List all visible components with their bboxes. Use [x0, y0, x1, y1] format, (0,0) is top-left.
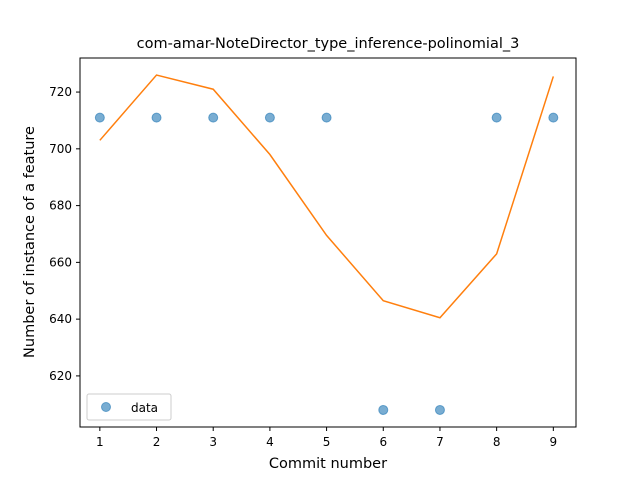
- x-axis: 1 2 3 4 5 6 7 8 9: [96, 427, 557, 449]
- x-tick-label: 4: [266, 435, 274, 449]
- data-point: [264, 112, 275, 123]
- legend-label-data: data: [131, 401, 158, 415]
- y-axis-label: Number of instance of a feature: [22, 126, 38, 358]
- axes-frame: [79, 57, 577, 428]
- data-point: [94, 112, 105, 123]
- y-tick-label: 720: [49, 85, 72, 99]
- x-tick-label: 7: [436, 435, 444, 449]
- y-tick-label: 640: [49, 312, 72, 326]
- x-tick-label: 8: [493, 435, 501, 449]
- x-axis-label: Commit number: [269, 456, 387, 472]
- x-tick-label: 3: [209, 435, 217, 449]
- data-point: [321, 112, 332, 123]
- y-tick-label: 680: [49, 199, 72, 213]
- data-point: [378, 404, 389, 415]
- y-tick-label: 660: [49, 255, 72, 269]
- y-axis: 620 640 660 680 700 720: [49, 85, 80, 383]
- data-point: [208, 112, 219, 123]
- legend-box: [86, 393, 172, 421]
- chart-title: com-amar-NoteDirector_type_inference-pol…: [137, 36, 520, 52]
- plot-area: [94, 74, 559, 415]
- data-point: [434, 404, 445, 415]
- series-line-1: [99, 74, 555, 319]
- y-tick-label: 620: [49, 369, 72, 383]
- x-tick-label: 6: [379, 435, 387, 449]
- x-tick-label: 9: [550, 435, 558, 449]
- data-point: [151, 112, 162, 123]
- x-tick-label: 5: [323, 435, 331, 449]
- legend: data: [86, 393, 172, 421]
- y-tick-label: 700: [49, 142, 72, 156]
- legend-marker-data: [101, 402, 111, 412]
- data-point: [548, 112, 559, 123]
- x-tick-label: 1: [96, 435, 104, 449]
- x-tick-label: 2: [153, 435, 161, 449]
- data-point: [491, 112, 502, 123]
